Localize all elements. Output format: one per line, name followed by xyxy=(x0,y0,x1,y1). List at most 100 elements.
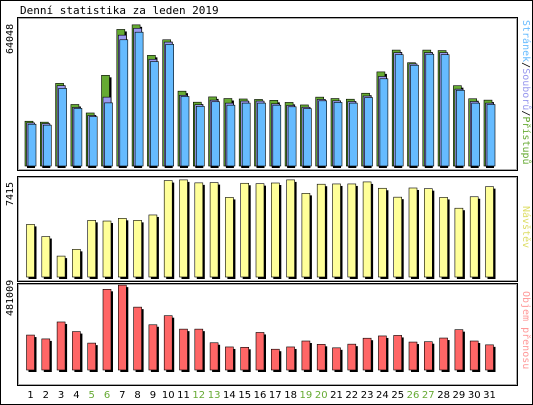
bar-prenos-26 xyxy=(408,341,418,371)
bar-Stránek-13 xyxy=(211,101,220,167)
day-label-11: 11 xyxy=(177,390,190,401)
day-label-8: 8 xyxy=(134,390,140,401)
bar-prenos-7 xyxy=(118,284,127,371)
day-label-19: 19 xyxy=(300,390,313,401)
bar-navstev-6 xyxy=(102,220,112,278)
bar-navstev-16 xyxy=(255,183,265,278)
bar-Stránek-2 xyxy=(42,124,52,167)
bar-prenos-31 xyxy=(485,344,494,371)
bar-navstev-4 xyxy=(72,249,81,278)
bar-navstev-2 xyxy=(41,236,51,278)
day-label-7: 7 xyxy=(119,390,125,401)
bar-navstev-27 xyxy=(423,188,433,278)
bar-Stránek-7 xyxy=(119,39,129,167)
bar-Stránek-23 xyxy=(364,97,373,167)
bar-Stránek-1 xyxy=(27,123,37,167)
bar-prenos-12 xyxy=(194,328,204,371)
bar-navstev-29 xyxy=(454,207,464,278)
bar-navstev-7 xyxy=(118,218,127,278)
bar-Stránek-5 xyxy=(88,116,98,167)
day-label-18: 18 xyxy=(284,390,297,401)
day-label-27: 27 xyxy=(422,390,435,401)
bar-prenos-22 xyxy=(347,343,357,371)
bar-navstev-1 xyxy=(26,224,35,278)
bar-Stránek-19 xyxy=(303,108,312,167)
bar-Stránek-10 xyxy=(165,44,174,167)
bar-navstev-19 xyxy=(301,193,311,278)
day-label-30: 30 xyxy=(468,390,481,401)
day-label-26: 26 xyxy=(407,390,420,401)
bar-navstev-23 xyxy=(362,181,372,278)
bar-prenos-27 xyxy=(423,341,433,371)
day-label-15: 15 xyxy=(238,390,251,401)
bar-navstev-25 xyxy=(393,196,403,278)
bar-prenos-13 xyxy=(209,342,219,371)
day-label-14: 14 xyxy=(223,390,236,401)
bar-prenos-24 xyxy=(378,335,387,371)
day-label-13: 13 xyxy=(208,390,221,401)
bar-Stránek-18 xyxy=(287,106,297,167)
bar-prenos-15 xyxy=(240,346,249,371)
bar-Stránek-8 xyxy=(134,31,144,167)
bar-prenos-11 xyxy=(179,328,188,371)
bar-Stránek-26 xyxy=(410,64,419,167)
day-label-4: 4 xyxy=(73,390,79,401)
bar-Stránek-14 xyxy=(226,104,236,167)
day-label-6: 6 xyxy=(104,390,110,401)
bar-Stránek-30 xyxy=(471,102,481,167)
visits-panel xyxy=(17,176,518,282)
bar-prenos-21 xyxy=(332,347,341,371)
bar-Stránek-28 xyxy=(440,54,450,167)
day-label-23: 23 xyxy=(361,390,374,401)
bar-Stránek-15 xyxy=(241,102,251,167)
bar-prenos-10 xyxy=(163,315,173,371)
bar-prenos-17 xyxy=(270,348,280,371)
bar-prenos-14 xyxy=(225,346,234,371)
day-label-25: 25 xyxy=(391,390,404,401)
bar-prenos-2 xyxy=(41,338,51,371)
bar-prenos-9 xyxy=(148,324,158,371)
bar-Stránek-20 xyxy=(318,100,328,167)
bar-prenos-4 xyxy=(72,331,81,371)
bar-Stránek-27 xyxy=(425,53,435,167)
day-label-29: 29 xyxy=(453,390,466,401)
traffic-panel xyxy=(17,17,518,171)
bar-navstev-24 xyxy=(378,187,387,278)
bar-navstev-8 xyxy=(133,220,142,278)
bar-navstev-12 xyxy=(194,182,204,278)
bar-navstev-28 xyxy=(439,197,448,278)
day-label-5: 5 xyxy=(89,390,95,401)
bar-navstev-31 xyxy=(485,186,494,278)
bar-navstev-3 xyxy=(56,255,66,278)
day-label-9: 9 xyxy=(150,390,156,401)
day-label-21: 21 xyxy=(330,390,343,401)
bar-navstev-10 xyxy=(163,180,173,278)
bar-Stránek-3 xyxy=(58,88,67,167)
bar-prenos-20 xyxy=(316,344,326,371)
bar-prenos-5 xyxy=(87,342,96,371)
bar-Stránek-16 xyxy=(257,102,266,167)
bar-navstev-18 xyxy=(286,179,295,278)
day-label-10: 10 xyxy=(162,390,175,401)
chart-title: Denní statistika za leden 2019 xyxy=(20,4,219,17)
bar-Stránek-4 xyxy=(73,108,83,167)
bar-Stránek-25 xyxy=(394,54,404,167)
bar-prenos-23 xyxy=(362,337,372,371)
bar-navstev-22 xyxy=(347,183,357,278)
day-label-3: 3 xyxy=(58,390,64,401)
bar-navstev-30 xyxy=(469,196,479,278)
day-label-28: 28 xyxy=(437,390,450,401)
day-label-24: 24 xyxy=(376,390,389,401)
bar-Stránek-11 xyxy=(180,96,190,167)
day-label-31: 31 xyxy=(483,390,496,401)
bar-prenos-6 xyxy=(102,289,112,371)
bar-prenos-19 xyxy=(301,340,311,371)
bar-Stránek-9 xyxy=(150,61,159,167)
bar-navstev-20 xyxy=(316,183,326,278)
bar-prenos-28 xyxy=(439,337,448,371)
day-label-1: 1 xyxy=(27,390,33,401)
bar-Stránek-31 xyxy=(486,104,496,167)
bar-navstev-11 xyxy=(179,179,188,278)
bar-Stránek-22 xyxy=(348,102,358,167)
bar-prenos-29 xyxy=(454,329,464,371)
